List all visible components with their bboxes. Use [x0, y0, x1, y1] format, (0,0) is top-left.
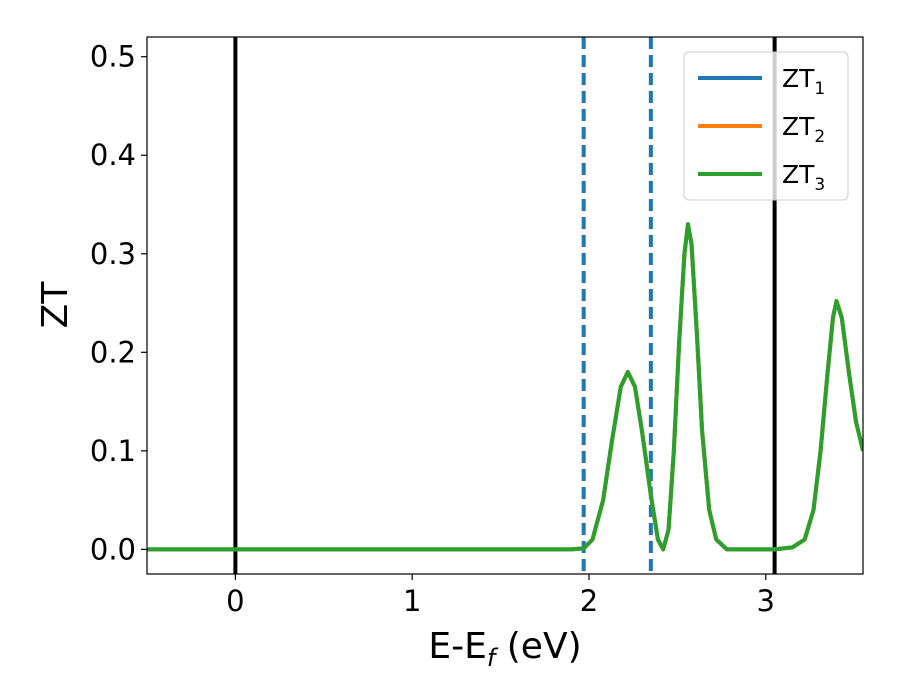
- x-tick-label: 0: [226, 584, 244, 618]
- y-tick-label: 0.0: [90, 532, 136, 566]
- y-axis-ticks: 0.0 0.1 0.2 0.3 0.4 0.5: [90, 40, 147, 566]
- x-tick-label: 2: [580, 584, 598, 618]
- legend-label-1: ZT1: [782, 64, 825, 99]
- x-tick-label: 1: [403, 584, 421, 618]
- series-line-3: [147, 222, 863, 552]
- y-tick-label: 0.1: [90, 434, 136, 468]
- axes-frame: [146, 36, 864, 575]
- y-axis-title: ZT: [35, 281, 76, 329]
- x-tick-label: 3: [757, 584, 775, 618]
- legend-label-3: ZT3: [782, 160, 825, 195]
- y-tick-label: 0.3: [90, 237, 136, 271]
- series-lines: [147, 222, 863, 552]
- y-tick-label: 0.2: [90, 335, 136, 369]
- x-axis-title: E-Ef (eV): [428, 626, 581, 672]
- x-axis-ticks: 0 1 2 3: [226, 574, 775, 618]
- series-line-2: [147, 222, 863, 552]
- legend-frame: [683, 51, 849, 201]
- series-line-1: [147, 222, 863, 552]
- legend-label-2: ZT2: [782, 112, 825, 147]
- y-tick-label: 0.4: [90, 138, 136, 172]
- y-tick-label: 0.5: [90, 40, 136, 74]
- legend: ZT1 ZT2 ZT3: [683, 51, 849, 201]
